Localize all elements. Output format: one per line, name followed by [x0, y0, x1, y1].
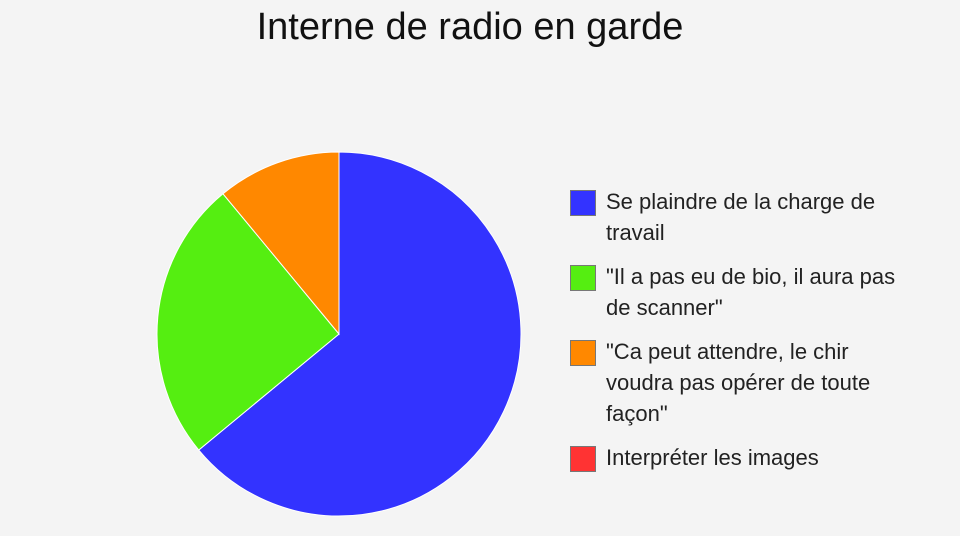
legend-label: "Il a pas eu de bio, il aura pas de scan… — [606, 264, 896, 320]
legend: Se plaindre de la charge de travail "Il … — [570, 186, 930, 486]
pie-slice — [222, 151, 340, 336]
legend-item: Interpréter les images — [570, 442, 930, 473]
legend-label: Se plaindre de la charge de travail — [606, 189, 876, 245]
legend-swatch — [570, 190, 596, 216]
legend-swatch — [570, 340, 596, 366]
legend-label: Interpréter les images — [606, 445, 819, 470]
chart-title: Interne de radio en garde — [256, 6, 684, 48]
legend-swatch — [570, 446, 596, 472]
pie-slice — [198, 151, 522, 517]
legend-label: "Ca peut attendre, le chir voudra pas op… — [606, 339, 871, 426]
pie-slice — [156, 193, 340, 451]
legend-item: "Ca peut attendre, le chir voudra pas op… — [570, 336, 930, 429]
legend-item: Se plaindre de la charge de travail — [570, 186, 930, 248]
legend-item: "Il a pas eu de bio, il aura pas de scan… — [570, 261, 930, 323]
legend-swatch — [570, 265, 596, 291]
